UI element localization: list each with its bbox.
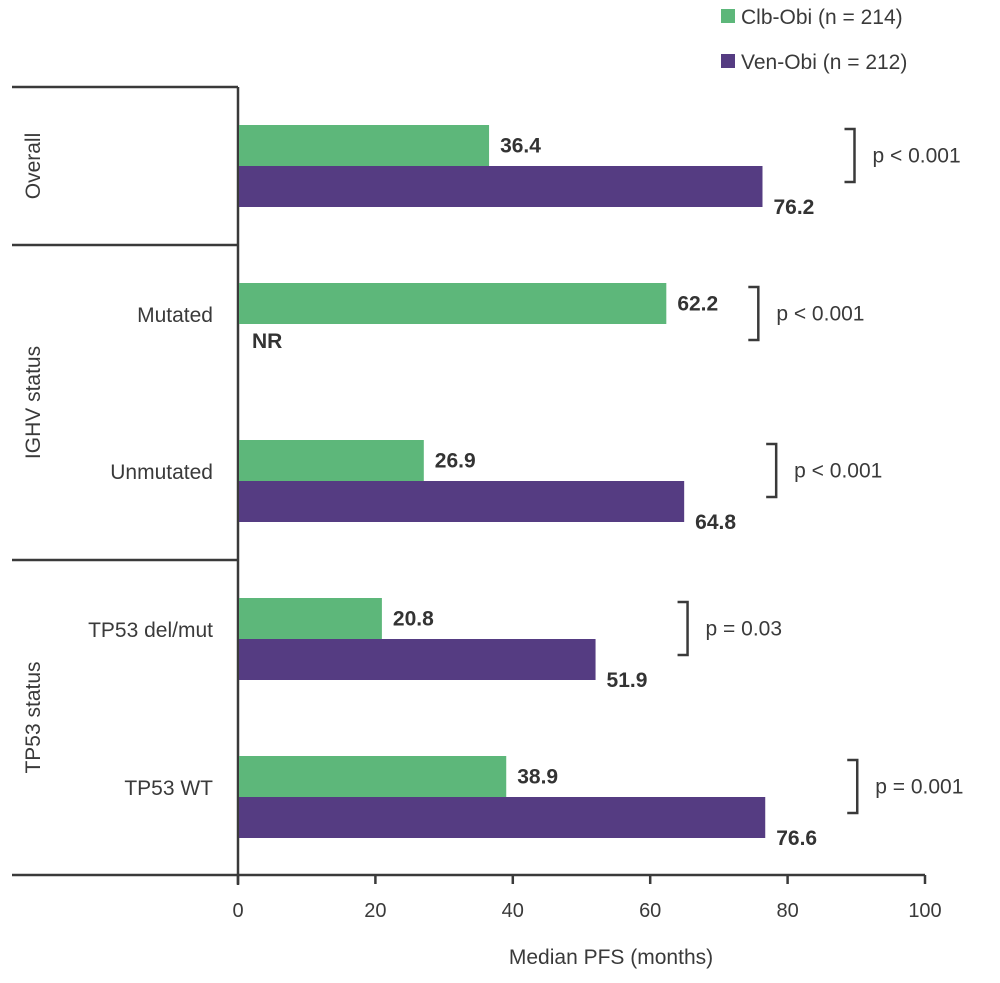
p-value-label: p < 0.001 [794, 460, 882, 483]
bar-clb-obi [239, 756, 507, 797]
legend-swatch-1 [721, 54, 735, 68]
bar-value-label: 36.4 [500, 135, 541, 158]
bar-clb-obi [239, 440, 424, 481]
bar-clb-obi [239, 125, 490, 166]
x-tick-label: 60 [639, 900, 661, 922]
significance-bracket [844, 127, 856, 184]
row-category-label: Unmutated [110, 461, 213, 484]
bar-value-label: 20.8 [393, 608, 434, 631]
x-axis-label: Median PFS (months) [509, 946, 713, 969]
significance-bracket [748, 285, 760, 342]
bar-value-label: 38.9 [517, 766, 558, 789]
bar-value-label: 51.9 [607, 669, 648, 692]
significance-bracket [847, 758, 859, 815]
legend-label-0: Clb-Obi (n = 214) [741, 6, 903, 29]
x-tick-label: 80 [776, 900, 798, 922]
row-category-label: TP53 WT [124, 777, 213, 800]
x-tick-label: 40 [502, 900, 524, 922]
legend-label-1: Ven-Obi (n = 212) [741, 51, 907, 74]
chart-frame: Overall IGHV status Mutated Unmutated TP53 s… [12, 85, 240, 885]
group-label: Overall [22, 133, 45, 200]
x-tick-label: 0 [232, 900, 243, 922]
bar-ven-obi [239, 639, 596, 680]
x-axis: 0 20 40 60 80 100 [232, 873, 942, 922]
bar-value-label: NR [252, 330, 282, 353]
legend-swatch-0 [721, 9, 735, 23]
bar-ven-obi [239, 166, 763, 207]
p-value-label: p < 0.001 [776, 303, 864, 326]
bar-clb-obi [239, 598, 382, 639]
p-value-label: p = 0.03 [706, 618, 782, 641]
bar-value-label: 76.6 [776, 827, 817, 850]
row-category-label: TP53 del/mut [88, 619, 213, 642]
bar-value-label: 26.9 [435, 450, 476, 473]
row-category-label: Mutated [137, 304, 213, 327]
p-value-label: p = 0.001 [875, 776, 963, 799]
p-value-label: p < 0.001 [872, 145, 960, 168]
legend: Clb-Obi (n = 214) Ven-Obi (n = 212) [721, 6, 907, 74]
x-tick-label: 20 [364, 900, 386, 922]
group-label: IGHV status [22, 346, 45, 459]
bar-value-label: 62.2 [677, 293, 718, 316]
group-label: TP53 status [22, 661, 45, 773]
bar-ven-obi [239, 481, 685, 522]
significance-bracket [766, 442, 778, 499]
bars: 36.4 76.2 p < 0.001 62.2 NR p < 0.001 26.9 64.8… [239, 125, 963, 850]
x-tick-label: 100 [908, 900, 941, 922]
bar-value-label: 64.8 [695, 511, 736, 534]
bar-clb-obi [239, 283, 667, 324]
significance-bracket [677, 600, 689, 657]
bar-value-label: 76.2 [773, 196, 814, 219]
bar-ven-obi [239, 797, 766, 838]
